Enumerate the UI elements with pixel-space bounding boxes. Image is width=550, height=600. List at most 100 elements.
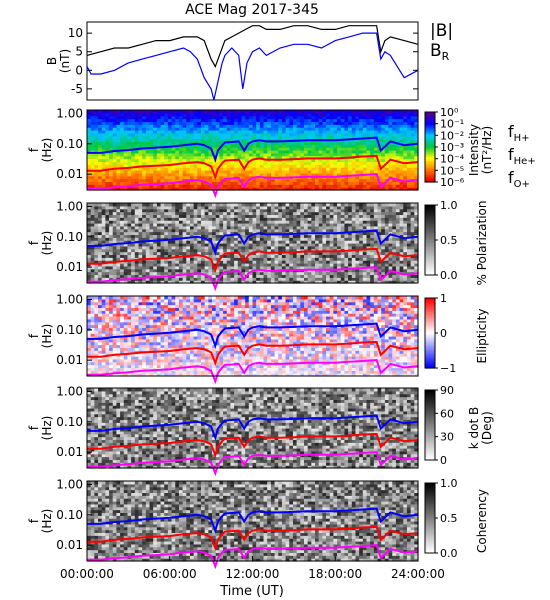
heatmap-cell — [388, 141, 393, 145]
heatmap-cell — [142, 184, 147, 188]
b-ytick-label: 5 — [75, 45, 83, 59]
heatmap-cell — [248, 175, 254, 180]
heatmap-cell — [219, 240, 224, 244]
heatmap-cell — [252, 161, 257, 165]
heatmap-cell — [248, 184, 254, 188]
heatmap-cell — [384, 225, 390, 230]
heatmap-cell — [134, 205, 140, 210]
heatmap-cell — [252, 115, 257, 120]
heatmap-cell — [142, 254, 147, 258]
heatmap-cell — [307, 124, 312, 128]
heatmap-cell — [193, 214, 198, 218]
heatmap-cell — [270, 248, 276, 253]
heatmap-cell — [208, 118, 213, 123]
heatmap-cell — [131, 245, 136, 250]
heatmap-cell — [307, 164, 312, 168]
heatmap-cell — [201, 231, 206, 236]
heatmap-cell — [300, 263, 305, 267]
colorbar-segment — [425, 157, 435, 160]
heatmap-cell — [259, 240, 265, 244]
heatmap-cell — [193, 164, 198, 168]
heatmap-cell — [267, 155, 272, 160]
heatmap-cell — [300, 161, 305, 165]
heatmap-cell — [164, 251, 169, 256]
heatmap-cell — [278, 187, 283, 191]
heatmap-cell — [127, 237, 132, 241]
heatmap-cell — [270, 147, 276, 151]
heatmap-cell — [259, 220, 265, 224]
heatmap-cell — [212, 234, 217, 238]
heatmap-cell — [127, 217, 132, 221]
heatmap-cell — [311, 280, 316, 284]
heatmap-cell — [164, 152, 169, 157]
heatmap-cell — [256, 223, 261, 227]
heatmap-cell — [395, 237, 401, 241]
heatmap-cell — [381, 260, 386, 264]
heatmap-cell — [315, 223, 320, 227]
heatmap-cell — [138, 220, 143, 224]
heatmap-cell — [315, 178, 320, 183]
heatmap-cell — [197, 121, 202, 125]
heatmap-cell — [101, 147, 106, 151]
heatmap-cell — [373, 217, 379, 221]
heatmap-cell — [234, 260, 239, 264]
heatmap-cell — [344, 121, 349, 125]
heatmap-cell — [292, 170, 298, 174]
heatmap-cell — [355, 121, 360, 125]
heatmap-cell — [256, 265, 261, 270]
heatmap-cell — [164, 245, 169, 250]
heatmap-cell — [392, 217, 397, 221]
heatmap-cell — [392, 243, 397, 247]
heatmap-cell — [167, 152, 173, 157]
heatmap-cell — [322, 225, 327, 230]
heatmap-cell — [315, 124, 320, 128]
heatmap-cell — [256, 205, 261, 210]
heatmap-cell — [410, 164, 415, 168]
heatmap-cell — [270, 150, 276, 154]
heatmap-cell — [178, 138, 184, 143]
heatmap-cell — [267, 237, 272, 241]
heatmap-cell — [219, 268, 224, 273]
heatmap-cell — [274, 205, 279, 210]
heatmap-cell — [234, 147, 239, 151]
heatmap-cell — [370, 214, 375, 218]
heatmap-cell — [223, 208, 228, 213]
heatmap-cell — [208, 268, 213, 273]
heatmap-cell — [285, 184, 290, 188]
heatmap-cell — [296, 211, 301, 216]
heatmap-cell — [351, 175, 357, 180]
heatmap-cell — [344, 245, 349, 250]
heatmap-cell — [362, 161, 368, 165]
heatmap-cell — [274, 274, 279, 278]
heatmap-cell — [289, 251, 294, 256]
heatmap-cell — [315, 254, 320, 258]
heatmap-cell — [212, 135, 217, 140]
heatmap-cell — [245, 220, 250, 224]
heatmap-cell — [259, 112, 265, 117]
heatmap-cell — [219, 228, 224, 233]
heatmap-cell — [256, 243, 261, 247]
heatmap-cell — [403, 115, 408, 120]
heatmap-cell — [145, 152, 151, 157]
heatmap-cell — [98, 243, 103, 247]
heatmap-cell — [289, 172, 294, 177]
heatmap-cell — [384, 167, 390, 171]
heatmap-cell — [105, 263, 110, 267]
heatmap-cell — [171, 124, 176, 128]
heatmap-cell — [178, 280, 184, 284]
heatmap-cell — [149, 274, 154, 278]
heatmap-cell — [175, 208, 180, 213]
heatmap-cell — [403, 130, 408, 134]
heatmap-cell — [303, 260, 309, 264]
heatmap-cell — [156, 124, 162, 128]
heatmap-cell — [388, 167, 393, 171]
heatmap-cell — [285, 172, 290, 177]
heatmap-cell — [281, 243, 287, 247]
heatmap-cell — [377, 115, 382, 120]
heatmap-cell — [326, 228, 331, 233]
heatmap-cell — [160, 141, 165, 145]
heatmap-cell — [204, 147, 209, 151]
heatmap-cell — [370, 152, 375, 157]
heatmap-cell — [197, 240, 202, 244]
heatmap-cell — [178, 251, 184, 256]
